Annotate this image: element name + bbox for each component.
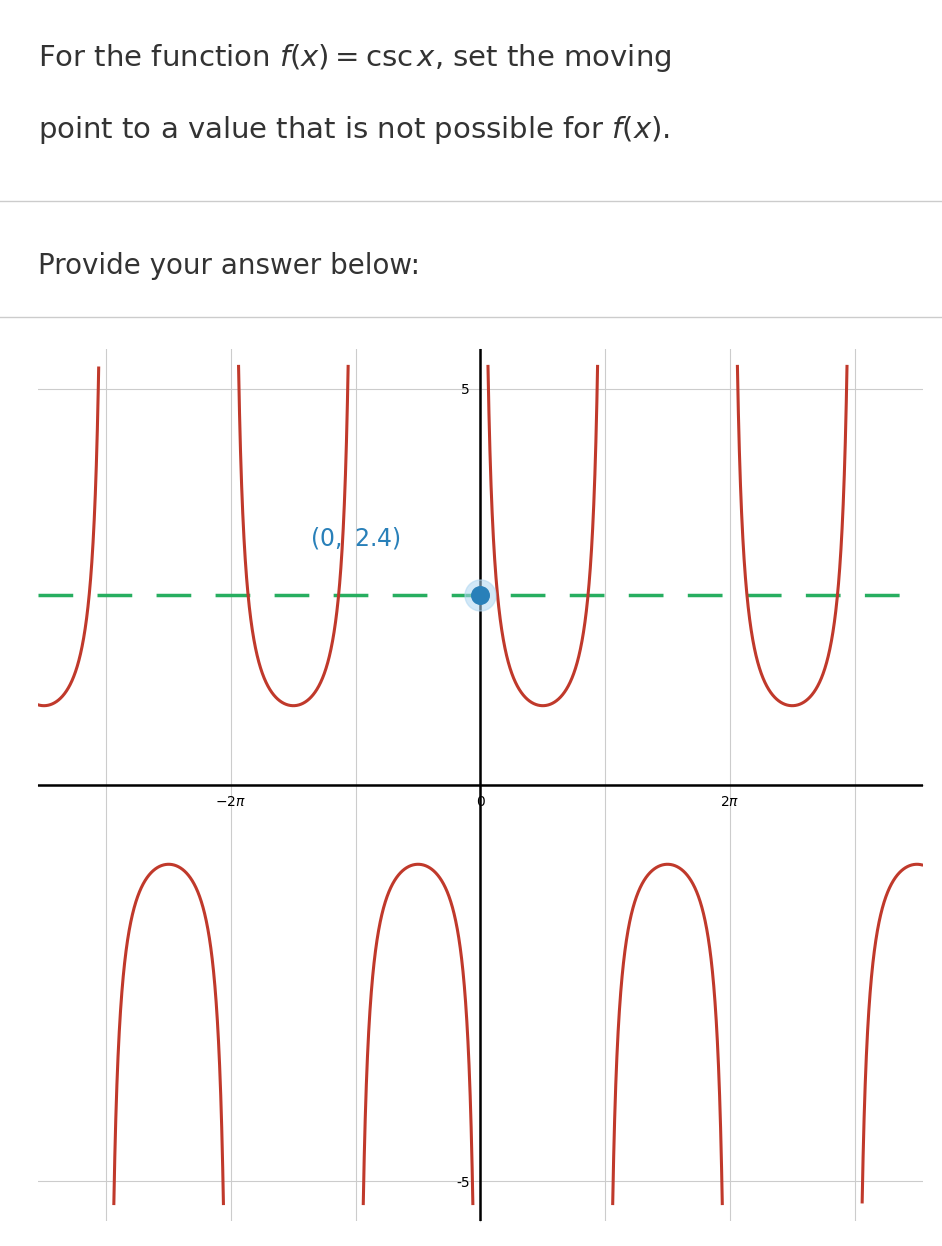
Text: point to a value that is not possible for $f(x)$.: point to a value that is not possible fo… bbox=[38, 113, 670, 146]
Point bbox=[473, 584, 488, 604]
Point bbox=[473, 584, 488, 604]
Text: For the function $f(x) = \mathrm{csc}\, x$, set the moving: For the function $f(x) = \mathrm{csc}\, … bbox=[38, 42, 671, 75]
Text: Provide your answer below:: Provide your answer below: bbox=[38, 252, 420, 279]
Text: $(0,\ 2.4)$: $(0,\ 2.4)$ bbox=[310, 525, 401, 551]
